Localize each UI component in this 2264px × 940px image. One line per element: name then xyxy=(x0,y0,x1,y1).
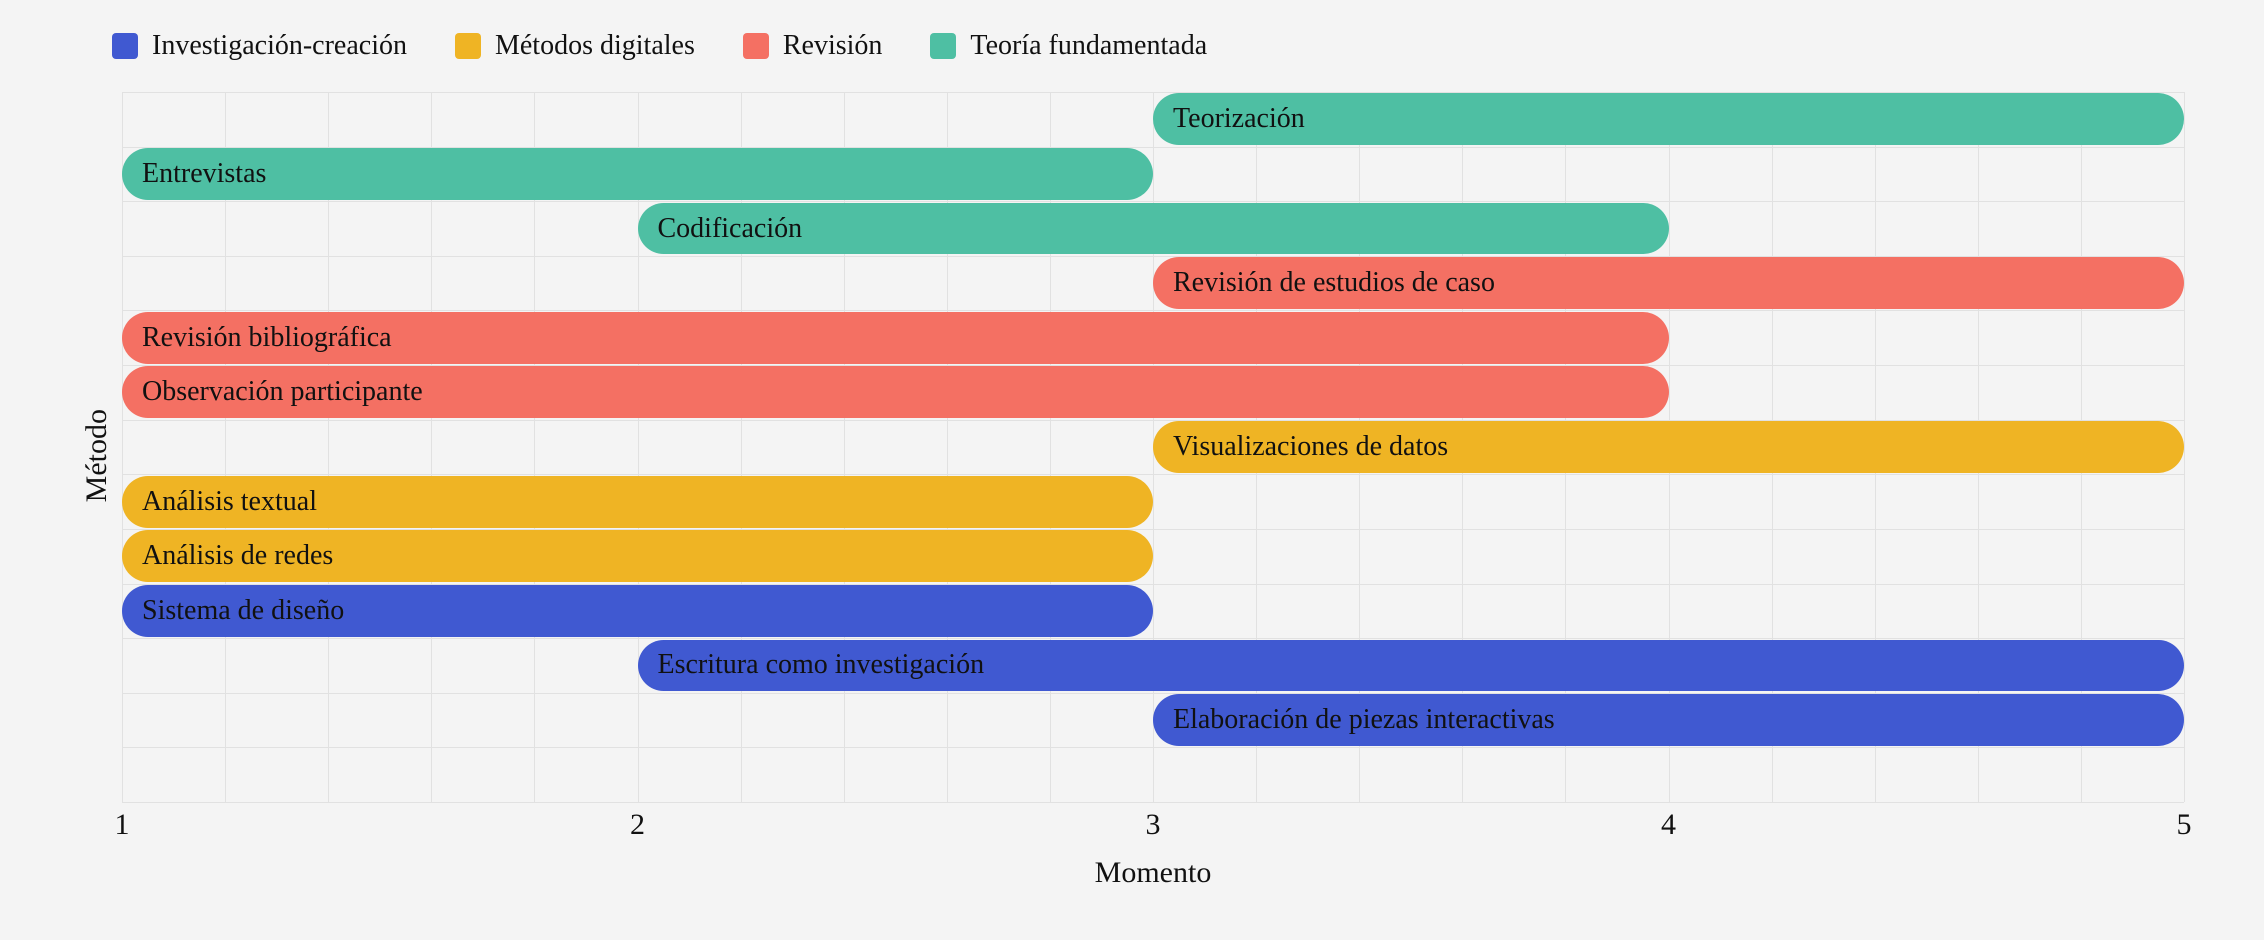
legend-item: Investigación-creación xyxy=(112,30,407,62)
x-ticks: 12345 xyxy=(122,808,2184,850)
gantt-bar-label: Elaboración de piezas interactivas xyxy=(1173,704,1555,736)
legend-swatch xyxy=(743,33,769,59)
legend-swatch xyxy=(455,33,481,59)
gantt-bar: Observación participante xyxy=(122,366,1669,418)
gantt-bar: Entrevistas xyxy=(122,148,1153,200)
y-axis-label: Método xyxy=(80,409,114,502)
plot-area: Teorización Entrevistas Codificación Revisi… xyxy=(122,92,2184,802)
x-tick: 2 xyxy=(630,808,645,842)
gantt-bar-label: Análisis textual xyxy=(142,486,317,518)
gantt-bar-label: Observación participante xyxy=(142,376,423,408)
gantt-bar-label: Escritura como investigación xyxy=(658,649,985,681)
gantt-bar-label: Revisión bibliográfica xyxy=(142,322,392,354)
legend: Investigación-creación Métodos digitales R… xyxy=(80,30,2184,62)
legend-swatch xyxy=(930,33,956,59)
gantt-bar-label: Revisión de estudios de caso xyxy=(1173,267,1495,299)
legend-label: Investigación-creación xyxy=(152,30,407,62)
x-tick: 5 xyxy=(2177,808,2192,842)
gantt-bar: Análisis de redes xyxy=(122,530,1153,582)
grid-vline xyxy=(2184,92,2185,802)
legend-label: Métodos digitales xyxy=(495,30,695,62)
legend-item: Revisión xyxy=(743,30,883,62)
gantt-bar-label: Teorización xyxy=(1173,103,1305,135)
gantt-bar: Revisión bibliográfica xyxy=(122,312,1669,364)
grid-hline xyxy=(122,802,2184,803)
gantt-bar: Análisis textual xyxy=(122,476,1153,528)
gantt-bar-label: Codificación xyxy=(658,213,803,245)
legend-label: Teoría fundamentada xyxy=(970,30,1207,62)
gantt-bar-label: Sistema de diseño xyxy=(142,595,344,627)
gantt-chart: Investigación-creación Métodos digitales R… xyxy=(0,0,2264,940)
gantt-bar: Revisión de estudios de caso xyxy=(1153,257,2184,309)
gantt-bar-label: Análisis de redes xyxy=(142,540,333,572)
gantt-bar: Teorización xyxy=(1153,93,2184,145)
legend-item: Métodos digitales xyxy=(455,30,695,62)
legend-item: Teoría fundamentada xyxy=(930,30,1207,62)
gantt-bar: Elaboración de piezas interactivas xyxy=(1153,694,2184,746)
x-tick: 1 xyxy=(115,808,130,842)
gantt-bar: Codificación xyxy=(638,203,1669,255)
gantt-bar-label: Entrevistas xyxy=(142,158,266,190)
gantt-bar: Sistema de diseño xyxy=(122,585,1153,637)
x-tick: 4 xyxy=(1661,808,1676,842)
legend-label: Revisión xyxy=(783,30,883,62)
bars-layer: Teorización Entrevistas Codificación Revisi… xyxy=(122,92,2184,802)
gantt-bar-label: Visualizaciones de datos xyxy=(1173,431,1448,463)
gantt-bar: Visualizaciones de datos xyxy=(1153,421,2184,473)
legend-swatch xyxy=(112,33,138,59)
gantt-bar: Escritura como investigación xyxy=(638,640,2185,692)
x-axis-label: Momento xyxy=(122,856,2184,890)
x-tick: 3 xyxy=(1146,808,1161,842)
